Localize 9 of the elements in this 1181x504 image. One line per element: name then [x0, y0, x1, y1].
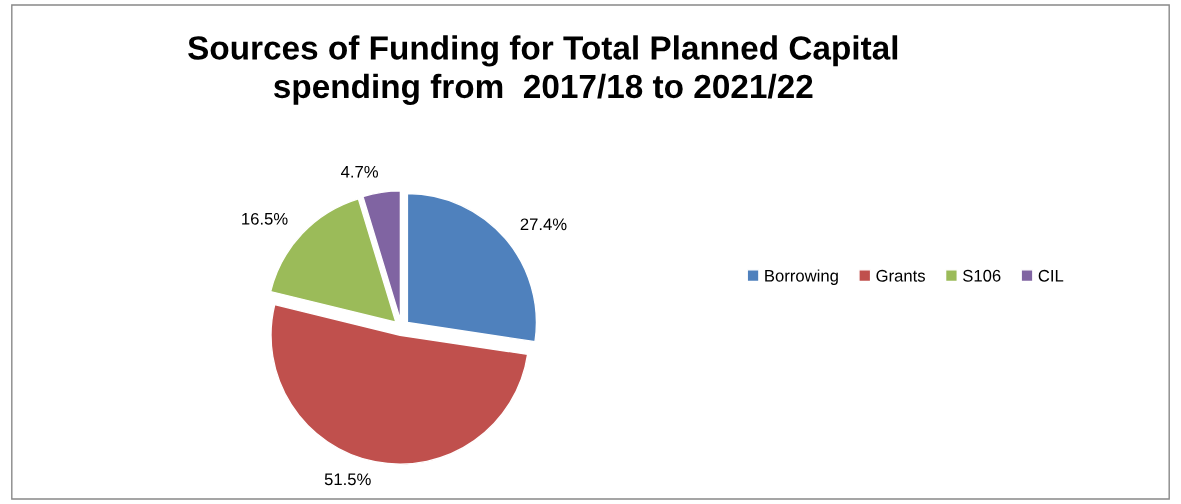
chart-title: Sources of Funding for Total Planned Capital spending from 2017/18 to 2021/22	[188, 35, 898, 105]
data-label: 4.7%	[340, 165, 378, 178]
legend-label: Borrowing	[765, 269, 838, 285]
data-label: 16.5%	[242, 212, 288, 225]
data-label: 51.5%	[324, 473, 371, 486]
legend-label: Grants	[876, 269, 925, 282]
legend-label: S106	[963, 269, 1001, 282]
data-label: 27.4%	[520, 218, 567, 231]
legend-label: CIL	[1038, 269, 1064, 282]
